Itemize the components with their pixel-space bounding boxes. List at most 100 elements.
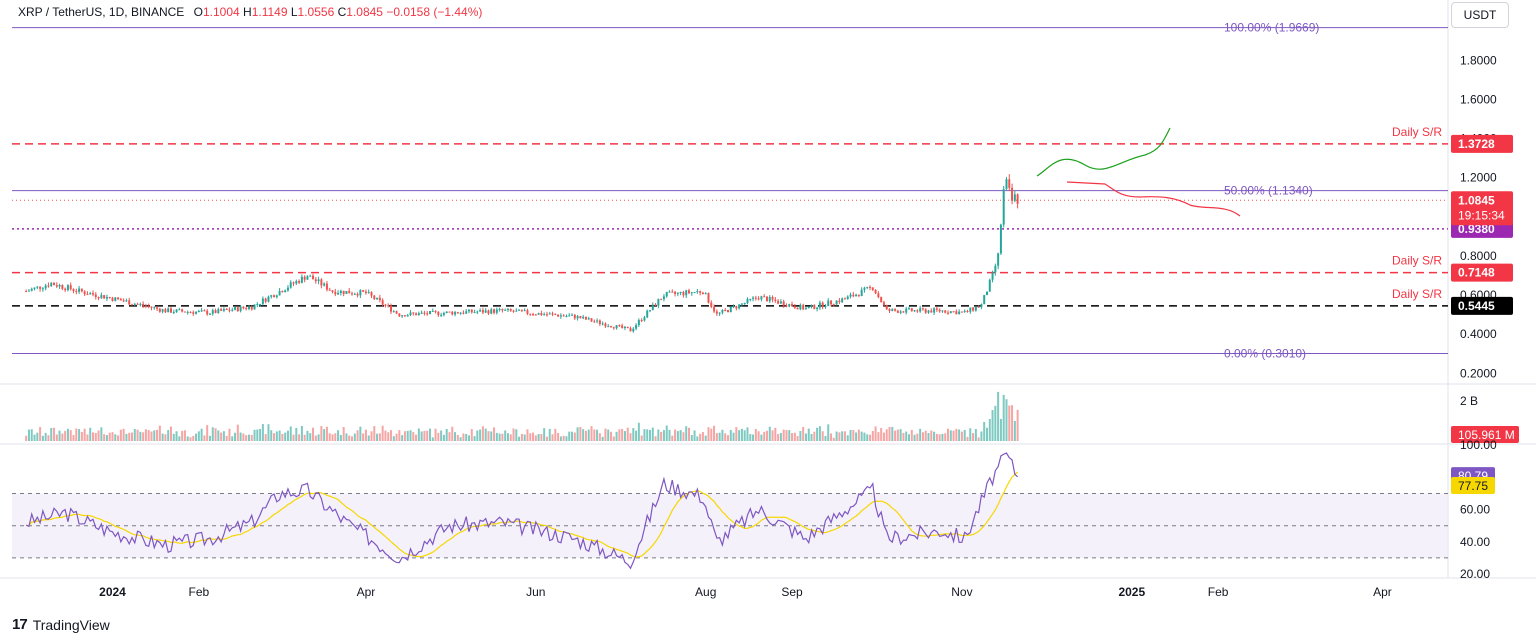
volume-bar: [225, 435, 228, 441]
candle-body: [726, 310, 729, 313]
volume-bar: [114, 434, 117, 441]
candle-body: [802, 304, 805, 310]
volume-bar: [509, 434, 512, 441]
candle-body: [195, 311, 198, 314]
volume-bar: [337, 430, 340, 441]
volume-bar: [303, 434, 306, 441]
volume-bar: [314, 435, 317, 441]
candle-body: [256, 304, 259, 306]
volume-bar: [749, 434, 752, 441]
candle-body: [626, 326, 629, 329]
candle-body: [894, 309, 897, 311]
volume-bar: [615, 431, 618, 441]
candle-body: [153, 307, 156, 309]
candle-body: [615, 325, 618, 329]
volume-bar: [935, 433, 938, 441]
volume-bar: [426, 430, 429, 441]
volume-bar: [796, 436, 799, 441]
volume-bar: [933, 431, 936, 441]
currency-selector-button[interactable]: USDT: [1451, 2, 1509, 28]
volume-bar: [999, 418, 1002, 441]
candle-body: [473, 312, 476, 314]
candle-body: [320, 279, 323, 286]
volume-bar: [523, 434, 526, 441]
volume-bar: [944, 433, 947, 441]
candle-body: [78, 288, 81, 292]
candle-body: [637, 320, 640, 326]
candle-body: [142, 303, 145, 306]
candle-body: [818, 302, 821, 308]
symbol-legend[interactable]: XRP / TetherUS, 1D, BINANCE O1.1004 H1.1…: [18, 5, 482, 19]
candle-body: [359, 290, 362, 296]
volume-bar: [966, 436, 969, 441]
candle-body: [348, 291, 351, 294]
volume-bar: [448, 432, 451, 441]
volume-bar: [768, 426, 771, 441]
candle-body: [791, 304, 794, 307]
candle-body: [944, 310, 947, 313]
candle-body: [821, 302, 824, 308]
rsi-ma-badge: [1451, 477, 1495, 495]
candle-body: [64, 288, 67, 291]
volume-bar: [908, 434, 911, 441]
volume-bar: [573, 432, 576, 441]
volume-bar: [871, 430, 874, 441]
volume-bar: [234, 432, 237, 441]
candle-body: [309, 275, 312, 277]
price-axis-tick: 0.2000: [1460, 366, 1497, 380]
candle-body: [701, 292, 704, 295]
volume-bar: [604, 428, 607, 441]
candle-body: [612, 327, 615, 329]
candle-body: [245, 308, 248, 310]
volume-bar: [178, 436, 181, 441]
volume-bar: [701, 432, 704, 441]
volume-bar: [799, 431, 802, 441]
candle-body: [325, 283, 328, 290]
candle-body: [534, 314, 537, 316]
volume-bar: [476, 430, 479, 441]
candle-body: [454, 312, 457, 315]
volume-bar: [866, 434, 869, 441]
candle-body: [217, 309, 220, 313]
candle-body: [292, 282, 295, 284]
rsi-axis-tick: 40.00: [1460, 535, 1490, 549]
volume-bar: [985, 427, 988, 441]
volume-bar: [470, 429, 473, 441]
volume-bar: [158, 425, 161, 441]
candle-body: [342, 290, 345, 294]
volume-bar: [504, 430, 507, 441]
volume-bar: [195, 433, 198, 441]
candles: [25, 174, 1019, 333]
volume-bar: [587, 429, 590, 441]
candle-body: [412, 312, 415, 314]
candle-body: [568, 315, 571, 317]
tradingview-branding[interactable]: 17 TradingView: [12, 616, 110, 633]
volume-bar: [125, 433, 128, 441]
candle-body: [506, 308, 509, 310]
candle-body: [47, 285, 50, 287]
volume-bar: [456, 434, 459, 441]
candle-body: [579, 316, 582, 319]
volume-bar: [740, 428, 743, 441]
candle-body: [186, 311, 189, 313]
volume-bar: [401, 435, 404, 441]
ohlc-values: O1.1004 H1.1149 L1.0556 C1.0845 −0.0158 …: [193, 5, 483, 19]
candle-body: [247, 306, 250, 309]
candle-body: [423, 312, 426, 314]
volume-bar: [518, 436, 521, 441]
candle-body: [699, 291, 702, 293]
volume-bar: [788, 430, 791, 441]
volume-bar: [827, 424, 830, 441]
volume-bar: [167, 430, 170, 441]
candle-body: [481, 310, 484, 313]
candle-body: [362, 290, 365, 292]
volume-bar: [192, 435, 195, 441]
volume-bar: [902, 432, 905, 441]
sr-label: Daily S/R: [1392, 125, 1442, 139]
candle-body: [337, 293, 340, 295]
bullish-projection-path: [1036, 127, 1171, 177]
candle-body: [331, 290, 334, 292]
volume-bar: [130, 432, 133, 441]
volume-bar: [852, 430, 855, 441]
